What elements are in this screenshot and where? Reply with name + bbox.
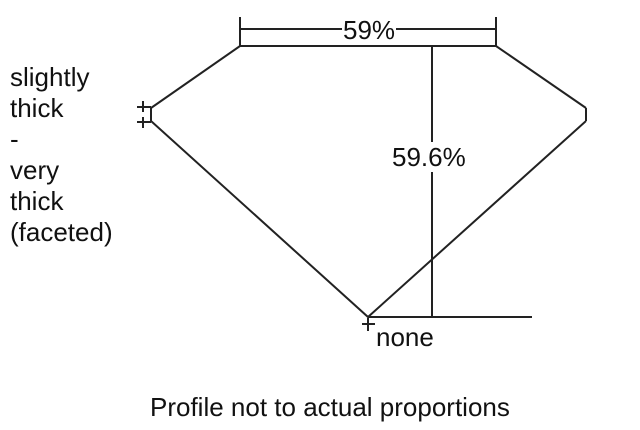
girdle-label-line: (faceted) bbox=[10, 217, 113, 247]
girdle-label-line: thick bbox=[10, 186, 64, 216]
pavilion-outline bbox=[150, 120, 587, 319]
depth-percent-label: 59.6% bbox=[391, 142, 467, 172]
girdle-label-line: - bbox=[10, 124, 19, 154]
culet-label: none bbox=[376, 322, 434, 352]
crown-outline bbox=[150, 45, 587, 109]
girdle-label-line: thick bbox=[10, 93, 64, 123]
girdle-label-line: very bbox=[10, 155, 60, 185]
girdle-label-line: slightly bbox=[10, 62, 90, 92]
caption: Profile not to actual proportions bbox=[150, 392, 510, 422]
girdle-label: slightly thick - very thick (faceted) bbox=[10, 62, 150, 248]
table-percent-label: 59% bbox=[342, 15, 397, 45]
